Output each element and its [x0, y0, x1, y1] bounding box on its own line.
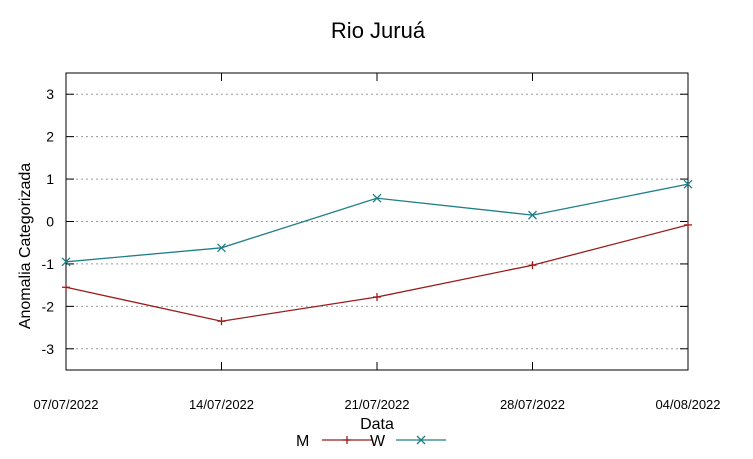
y-tick-label: 2: [46, 129, 54, 145]
data-point-W: [528, 210, 537, 220]
y-tick-label: -2: [42, 298, 55, 314]
y-tick-label: -1: [42, 256, 55, 272]
data-point-W: [61, 257, 71, 267]
data-point-W: [683, 179, 693, 189]
x-axis-label: Data: [360, 416, 394, 433]
chart-title: Rio Juruá: [331, 18, 426, 43]
grid-lines: [66, 93, 688, 350]
series-group: [61, 179, 693, 326]
x-tick-label: 21/07/2022: [344, 397, 409, 412]
y-axis-ticks: 3 2 1 0 -1 -2 -3: [42, 86, 688, 357]
data-point-M: [373, 293, 381, 302]
data-point-M: [62, 283, 70, 292]
legend-label-W: W: [370, 433, 386, 450]
data-point-M: [217, 317, 226, 326]
legend-label-M: M: [296, 433, 309, 450]
series-line-W: [65, 183, 689, 263]
x-axis-ticks: 07/07/2022 14/07/2022 21/07/2022 28/07/2022…: [33, 73, 721, 412]
data-point-W: [217, 243, 226, 253]
x-tick-label: 28/07/2022: [500, 397, 565, 412]
x-tick-label: 04/08/2022: [655, 397, 720, 412]
data-point-M: [528, 261, 537, 270]
y-tick-label: 3: [46, 86, 54, 102]
y-axis-label: Anomalia Categorizada: [17, 163, 34, 329]
data-point-W: [372, 193, 382, 203]
y-tick-label: 1: [46, 171, 54, 187]
y-tick-label: -3: [42, 341, 55, 357]
x-tick-label: 07/07/2022: [33, 397, 98, 412]
data-point-M: [684, 220, 692, 229]
x-tick-label: 14/07/2022: [189, 397, 254, 412]
y-tick-label: 0: [46, 214, 54, 230]
